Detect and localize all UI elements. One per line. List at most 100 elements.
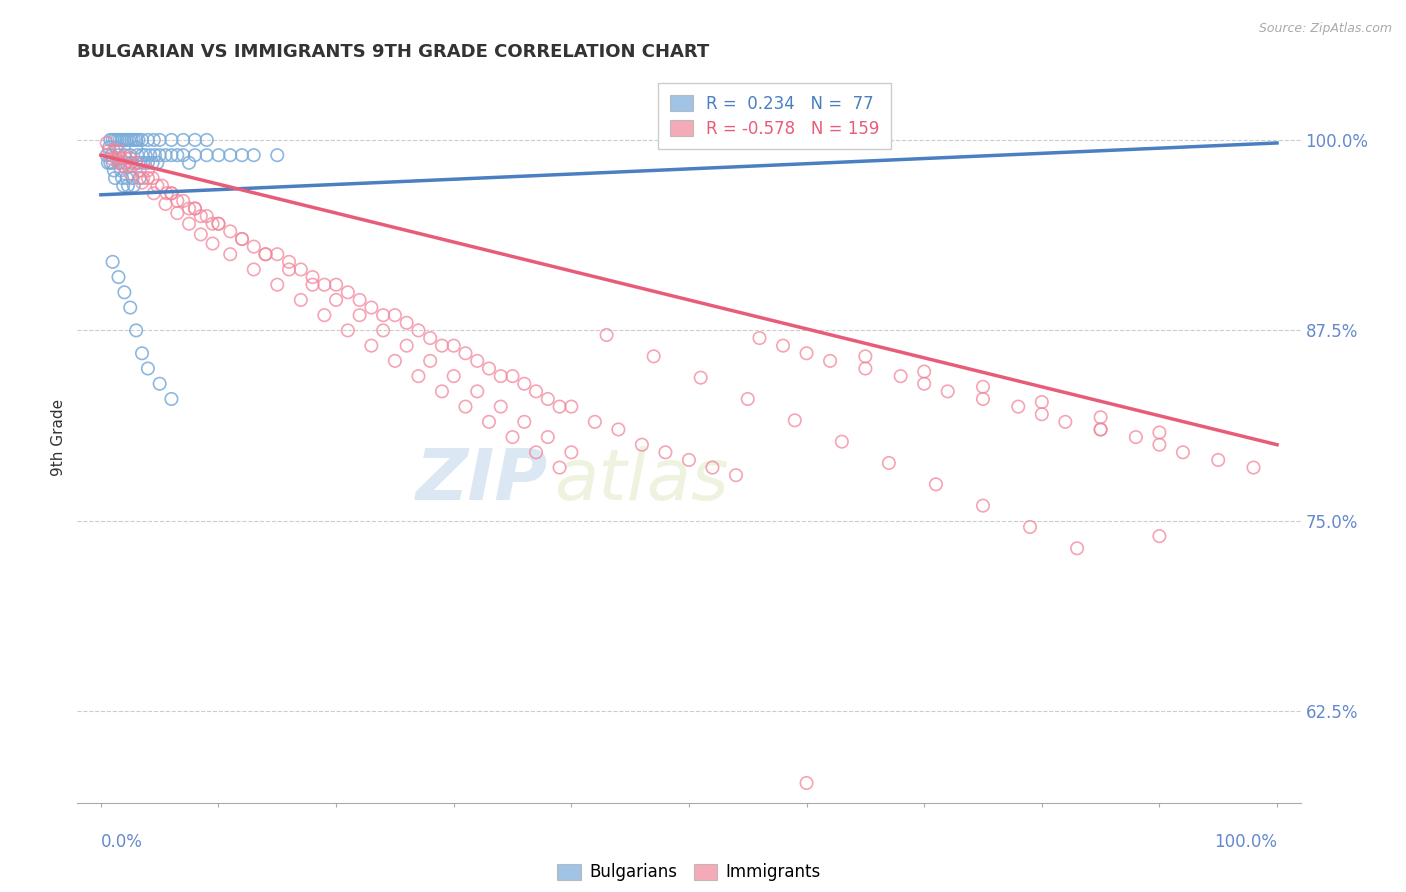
Point bbox=[136, 171, 159, 186]
Point bbox=[100, 148, 122, 162]
Point bbox=[120, 166, 142, 180]
Point bbox=[112, 178, 135, 193]
Text: Source: ZipAtlas.com: Source: ZipAtlas.com bbox=[1258, 22, 1392, 36]
Point bbox=[524, 384, 547, 399]
Point bbox=[336, 285, 359, 300]
Point bbox=[301, 270, 323, 285]
Point bbox=[513, 415, 536, 429]
Point bbox=[465, 354, 488, 368]
Point bbox=[122, 178, 145, 193]
Point bbox=[160, 186, 183, 201]
Point bbox=[111, 133, 134, 147]
Point bbox=[654, 445, 676, 459]
Point bbox=[360, 338, 382, 352]
Point bbox=[290, 293, 312, 307]
Point bbox=[101, 255, 124, 269]
Point bbox=[114, 151, 136, 165]
Point bbox=[96, 148, 118, 162]
Point bbox=[912, 376, 935, 391]
Point bbox=[1019, 520, 1042, 534]
Point bbox=[1031, 395, 1053, 409]
Point bbox=[301, 277, 323, 292]
Point bbox=[120, 148, 142, 162]
Text: BULGARIAN VS IMMIGRANTS 9TH GRADE CORRELATION CHART: BULGARIAN VS IMMIGRANTS 9TH GRADE CORREL… bbox=[77, 44, 710, 62]
Point bbox=[117, 159, 139, 173]
Point bbox=[125, 140, 148, 154]
Point bbox=[103, 163, 125, 178]
Point bbox=[177, 217, 200, 231]
Point bbox=[177, 202, 200, 216]
Point bbox=[818, 354, 841, 368]
Point bbox=[136, 155, 159, 169]
Point bbox=[184, 202, 207, 216]
Point bbox=[1149, 529, 1171, 543]
Point bbox=[831, 434, 853, 449]
Point bbox=[195, 133, 218, 147]
Point bbox=[149, 148, 172, 162]
Point bbox=[513, 376, 536, 391]
Point bbox=[371, 308, 394, 322]
Point bbox=[408, 323, 430, 337]
Point bbox=[395, 338, 418, 352]
Point bbox=[195, 148, 218, 162]
Point bbox=[936, 384, 959, 399]
Point bbox=[266, 247, 288, 261]
Point bbox=[139, 148, 162, 162]
Point bbox=[149, 376, 172, 391]
Point bbox=[384, 308, 406, 322]
Text: 100.0%: 100.0% bbox=[1213, 833, 1277, 851]
Point bbox=[853, 349, 876, 363]
Point bbox=[160, 148, 183, 162]
Point bbox=[142, 155, 165, 169]
Point bbox=[149, 133, 172, 147]
Point bbox=[1243, 460, 1265, 475]
Point bbox=[1206, 453, 1229, 467]
Point bbox=[125, 155, 148, 169]
Point bbox=[242, 239, 264, 253]
Point bbox=[135, 148, 157, 162]
Point bbox=[219, 224, 242, 238]
Point bbox=[201, 236, 224, 251]
Point bbox=[125, 323, 148, 337]
Point bbox=[98, 144, 121, 158]
Point bbox=[156, 186, 179, 201]
Point bbox=[184, 148, 207, 162]
Text: 0.0%: 0.0% bbox=[101, 833, 143, 851]
Point bbox=[1149, 438, 1171, 452]
Point bbox=[131, 346, 153, 360]
Point bbox=[96, 136, 118, 150]
Point bbox=[112, 148, 135, 162]
Point bbox=[772, 338, 794, 352]
Point bbox=[290, 262, 312, 277]
Point bbox=[127, 133, 149, 147]
Point bbox=[131, 133, 153, 147]
Point bbox=[231, 232, 253, 246]
Point bbox=[454, 400, 477, 414]
Point bbox=[548, 460, 571, 475]
Point bbox=[166, 206, 188, 220]
Text: atlas: atlas bbox=[554, 447, 728, 516]
Point bbox=[278, 255, 301, 269]
Point bbox=[132, 171, 155, 186]
Point bbox=[419, 354, 441, 368]
Point bbox=[1125, 430, 1147, 444]
Point bbox=[136, 133, 159, 147]
Point bbox=[127, 155, 149, 169]
Point bbox=[108, 155, 131, 169]
Point bbox=[143, 148, 166, 162]
Point bbox=[172, 133, 194, 147]
Point bbox=[643, 349, 665, 363]
Point bbox=[371, 323, 394, 337]
Point bbox=[395, 316, 418, 330]
Point bbox=[101, 133, 124, 147]
Point bbox=[972, 380, 994, 394]
Point bbox=[583, 415, 606, 429]
Point bbox=[131, 176, 153, 190]
Point bbox=[548, 400, 571, 414]
Point bbox=[489, 369, 512, 384]
Point bbox=[1090, 410, 1112, 425]
Point bbox=[115, 133, 138, 147]
Point bbox=[112, 133, 135, 147]
Point bbox=[97, 155, 120, 169]
Point bbox=[108, 133, 131, 147]
